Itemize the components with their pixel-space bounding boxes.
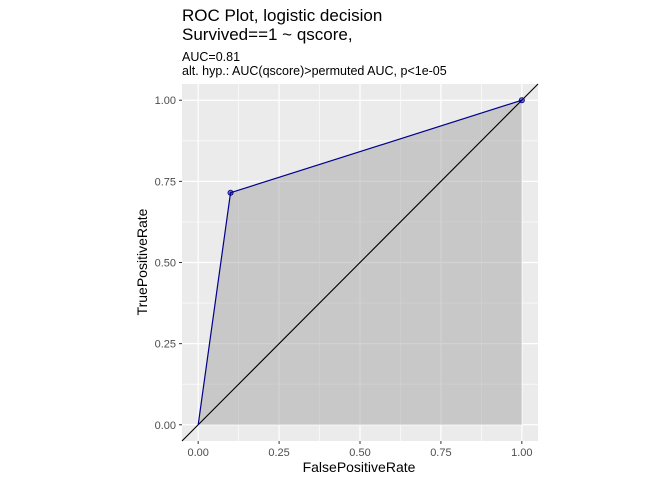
- roc-points: [227, 97, 525, 196]
- roc-point: [227, 189, 234, 196]
- y-tick-label: 1.00: [155, 95, 176, 107]
- chart-title-line-1: ROC Plot, logistic decision: [182, 6, 383, 25]
- y-tick-label: 0.75: [155, 176, 176, 188]
- y-axis-ticks: 0.00 0.25 0.50 0.75 1.00: [155, 95, 182, 432]
- x-tick-label: 1.00: [511, 447, 532, 459]
- chart-title-line-2: Survived==1 ~ qscore,: [182, 25, 353, 44]
- x-tick-label: 0.25: [268, 447, 289, 459]
- x-tick-label: 0.00: [187, 447, 208, 459]
- diagonal-reference-line: [181, 83, 539, 442]
- chart-subtitle-line-1: AUC=0.81: [182, 50, 241, 64]
- roc-point: [518, 97, 525, 104]
- x-axis-ticks: 0.00 0.25 0.50 0.75 1.00: [187, 441, 533, 459]
- y-tick-label: 0.25: [155, 339, 176, 351]
- chart-subtitle-line-2: alt. hyp.: AUC(qscore)>permuted AUC, p<1…: [182, 64, 447, 78]
- y-tick-label: 0.50: [155, 258, 176, 270]
- y-tick-label: 0.00: [155, 420, 176, 432]
- x-axis-title: FalsePositiveRate: [303, 459, 416, 475]
- x-tick-label: 0.50: [349, 447, 370, 459]
- y-axis-title: TruePositiveRate: [134, 208, 150, 315]
- x-tick-label: 0.75: [430, 447, 451, 459]
